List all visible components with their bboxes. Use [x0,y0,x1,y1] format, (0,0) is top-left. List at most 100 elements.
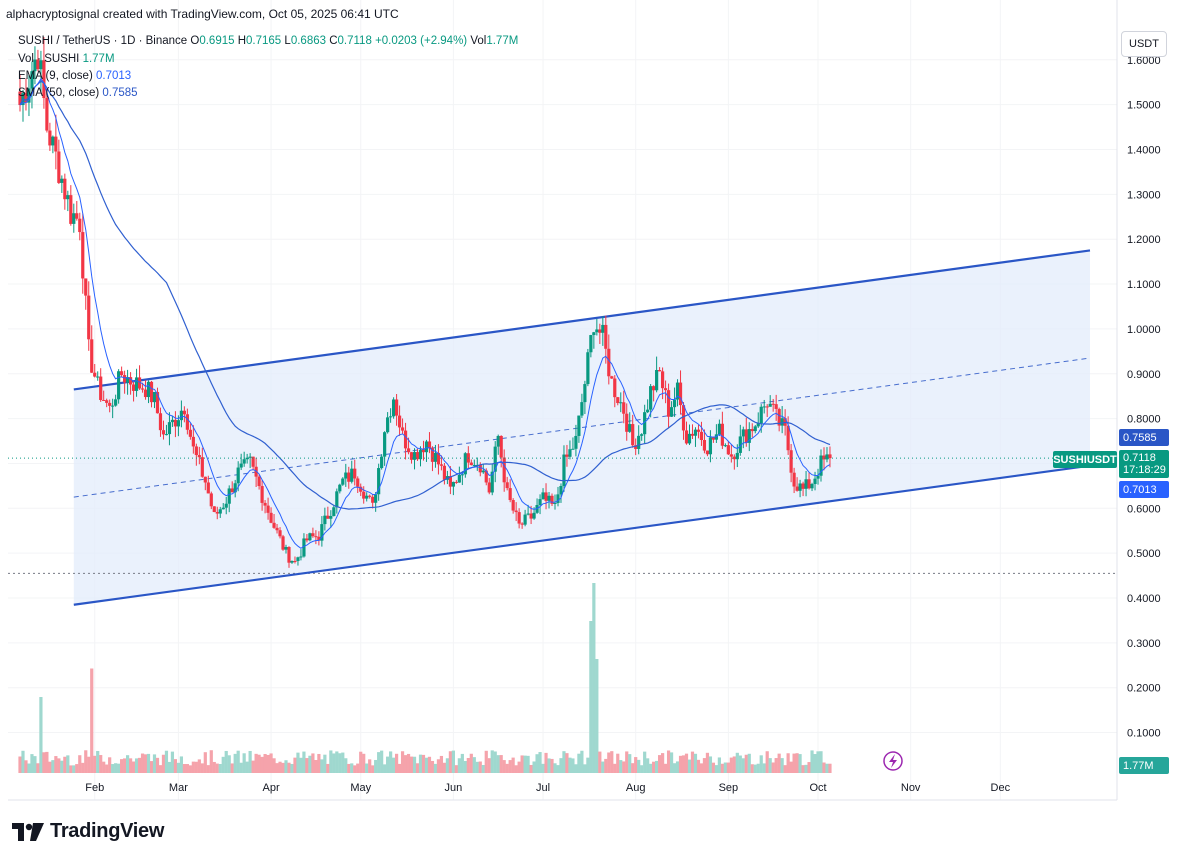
volume-bar [663,763,668,773]
volume-bar [439,755,444,773]
ema-legend[interactable]: EMA (9, close) 0.7013 [18,70,132,82]
candle-body [128,377,133,385]
volume-bar [768,758,772,773]
candle-body [409,452,414,460]
lightning-icon[interactable] [883,751,903,771]
candle-body [622,402,626,414]
volume-bar [705,752,710,773]
volume-bar [571,758,575,773]
volume-bar [111,764,115,773]
candle-body [63,178,67,200]
volume-legend: Vol1.77M [470,35,519,47]
volume-bar [619,760,623,773]
candle-body [284,547,288,550]
ohlc-high: H0.7165 [237,35,282,47]
volume-bar [678,755,683,773]
volume-bar [544,752,548,773]
volume-bar [305,758,309,773]
candle-body [30,71,34,89]
candle-body [517,512,521,524]
volume-bar [684,753,689,773]
x-tick-label: Dec [991,782,1011,794]
candle-body [200,457,204,477]
symbol-legend[interactable]: SUSHI / TetherUS · 1D · Binance O0.6915 … [18,35,518,47]
candle-body [433,452,438,462]
tradingview-logo[interactable]: TradingView [12,820,164,843]
candle-body [123,375,127,383]
candle-body [792,472,796,487]
candle-body [206,482,210,494]
candle-body [529,513,533,519]
sma-legend[interactable]: SMA (50, close) 0.7585 [18,87,138,99]
candle-body [212,506,216,512]
currency-button[interactable]: USDT [1121,31,1167,57]
volume-study-legend[interactable]: Vol · SUSHI 1.77M [18,53,115,65]
volume-bar [765,751,769,773]
volume-bar [693,753,698,773]
y-tick-label: 1.2000 [1127,234,1161,246]
candle-body [729,454,733,457]
volume-bar [63,756,67,773]
y-tick-label: 1.4000 [1127,145,1161,157]
volume-bar [392,757,396,773]
candle-body [511,500,515,511]
volume-bar [604,758,608,773]
x-tick-label: Feb [85,782,104,794]
candle-body [272,522,276,528]
x-tick-label: Aug [626,782,646,794]
y-tick-label: 0.5000 [1127,548,1161,560]
candle-body [42,60,46,99]
volume-bar [54,756,58,773]
volume-bar [72,765,76,773]
candle-body [51,136,55,146]
volume-bar [729,757,733,773]
volume-bar [221,756,225,773]
volume-bar [296,752,300,773]
volume-bar [215,763,219,773]
volume-bar [427,756,432,773]
volume-bar [535,754,539,773]
volume-bar [634,757,638,773]
y-tick-label: 1.3000 [1127,189,1161,201]
volume-bar [430,760,435,773]
channel-upper-line [73,249,1091,391]
volume-bar [801,765,805,773]
y-tick-label: 0.1000 [1127,728,1161,740]
candle-body [146,381,151,398]
volume-bar [565,753,569,773]
candle-body [502,457,506,483]
x-tick-label: Mar [169,782,188,794]
candle-body [669,407,674,417]
volume-bar [559,758,563,773]
candle-body [469,462,473,466]
volume-bar [744,754,748,773]
candle-body [747,429,751,443]
candles [18,37,832,568]
candle-body [610,376,614,379]
candle-body [323,515,327,525]
volume-bar [786,753,790,773]
volume-bar [146,753,151,773]
candle-body [45,98,49,131]
candle-body [577,415,581,436]
candle-body [344,472,348,479]
volume-bar [466,757,470,773]
volume-bar [792,753,796,773]
candle-body [595,329,599,333]
volume-bar [711,762,716,773]
candle-body [607,348,611,377]
volume-bar [173,759,178,773]
candle-body [403,430,408,449]
volume-bar [460,753,464,773]
volume-bar [78,755,82,773]
candle-body [155,391,160,414]
candle-body [646,409,650,413]
candle-body [418,449,423,460]
candle-body [720,423,724,446]
volume-bar [699,763,704,773]
volume-bar [553,763,557,773]
volume-bar [299,757,303,773]
candle-body [102,399,106,401]
candle-body [696,429,701,432]
